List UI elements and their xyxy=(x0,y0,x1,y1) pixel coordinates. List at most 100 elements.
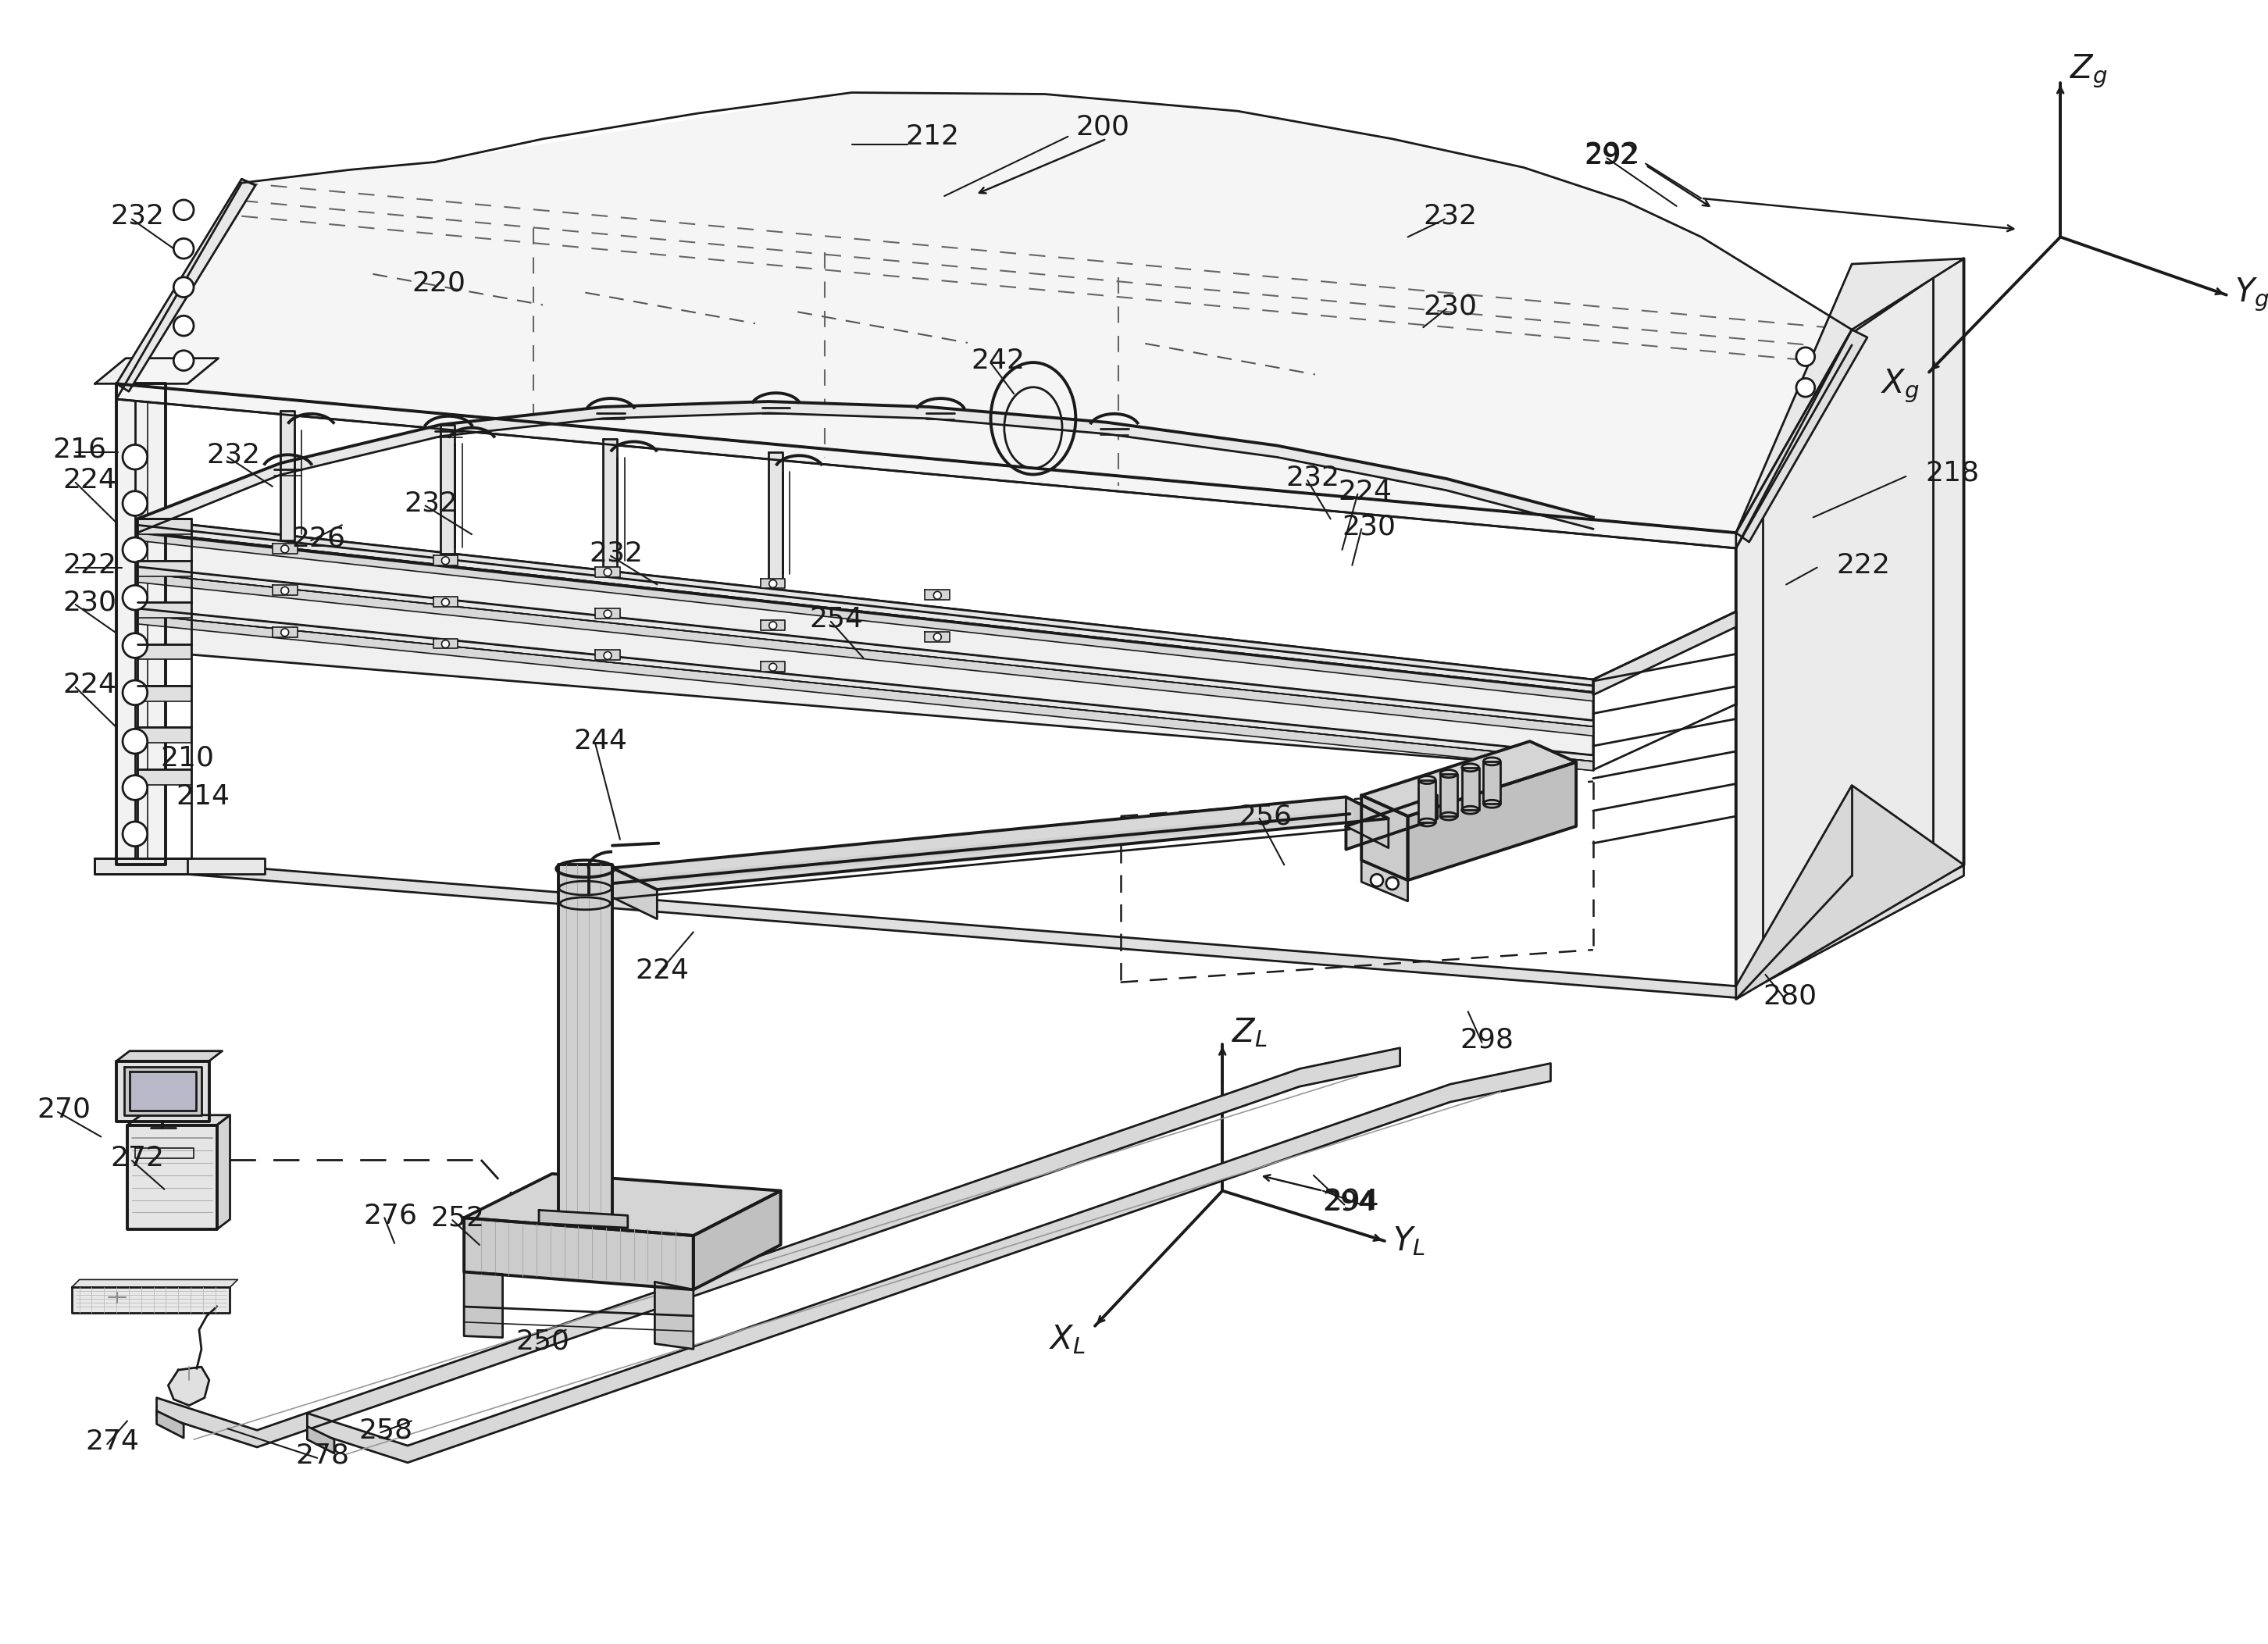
Polygon shape xyxy=(433,556,458,566)
Polygon shape xyxy=(138,520,1592,692)
Text: 222: 222 xyxy=(64,552,116,579)
Text: 230: 230 xyxy=(1343,513,1397,539)
Polygon shape xyxy=(1735,258,1964,986)
Polygon shape xyxy=(1361,860,1408,901)
Polygon shape xyxy=(594,608,619,618)
Polygon shape xyxy=(138,602,191,618)
Circle shape xyxy=(122,538,147,562)
Polygon shape xyxy=(138,686,191,700)
Polygon shape xyxy=(1735,330,1867,543)
Polygon shape xyxy=(138,401,1592,533)
Polygon shape xyxy=(612,868,658,919)
Text: 278: 278 xyxy=(295,1442,349,1470)
Polygon shape xyxy=(95,858,188,875)
Polygon shape xyxy=(156,1411,184,1438)
Text: 224: 224 xyxy=(64,467,116,493)
Text: 214: 214 xyxy=(177,784,229,810)
Circle shape xyxy=(769,621,778,630)
Text: 210: 210 xyxy=(161,745,215,771)
Text: 232: 232 xyxy=(1286,465,1340,492)
Circle shape xyxy=(175,316,193,335)
Polygon shape xyxy=(73,1279,238,1287)
Polygon shape xyxy=(540,1210,628,1228)
Polygon shape xyxy=(1735,786,1964,1000)
Text: 232: 232 xyxy=(206,442,261,469)
Polygon shape xyxy=(95,358,218,383)
Circle shape xyxy=(442,640,449,648)
Text: $Y_L$: $Y_L$ xyxy=(1393,1225,1424,1258)
Text: 232: 232 xyxy=(1424,202,1476,230)
Text: 230: 230 xyxy=(1424,293,1476,321)
Polygon shape xyxy=(769,452,782,580)
Circle shape xyxy=(934,592,941,598)
Text: $Y_g$: $Y_g$ xyxy=(2234,276,2268,314)
Circle shape xyxy=(122,446,147,470)
Text: 270: 270 xyxy=(36,1097,91,1123)
Polygon shape xyxy=(127,1115,229,1124)
Polygon shape xyxy=(594,567,619,577)
Polygon shape xyxy=(1592,612,1735,695)
Polygon shape xyxy=(612,797,1388,889)
Polygon shape xyxy=(760,620,785,630)
Text: $X_g$: $X_g$ xyxy=(1880,368,1919,404)
Polygon shape xyxy=(272,585,297,595)
Circle shape xyxy=(281,546,288,552)
Text: 232: 232 xyxy=(404,490,458,516)
Circle shape xyxy=(122,776,147,801)
Circle shape xyxy=(769,580,778,587)
Polygon shape xyxy=(440,424,456,554)
Polygon shape xyxy=(272,544,297,554)
Text: 298: 298 xyxy=(1461,1028,1515,1054)
Polygon shape xyxy=(925,590,950,600)
Text: 232: 232 xyxy=(590,541,644,567)
Text: 280: 280 xyxy=(1762,983,1817,1009)
Polygon shape xyxy=(433,638,458,649)
Text: 222: 222 xyxy=(1837,552,1889,579)
Circle shape xyxy=(122,822,147,847)
Polygon shape xyxy=(138,608,1592,761)
Text: 274: 274 xyxy=(86,1429,138,1455)
Polygon shape xyxy=(433,597,458,607)
Polygon shape xyxy=(116,179,256,391)
Text: 230: 230 xyxy=(64,589,116,615)
Polygon shape xyxy=(138,727,191,743)
Polygon shape xyxy=(129,1072,195,1110)
Polygon shape xyxy=(603,439,617,567)
Circle shape xyxy=(175,278,193,298)
Circle shape xyxy=(769,663,778,671)
Circle shape xyxy=(175,238,193,258)
Polygon shape xyxy=(558,865,612,1218)
Text: 294: 294 xyxy=(1322,1189,1379,1217)
Text: 254: 254 xyxy=(810,607,864,633)
Circle shape xyxy=(603,610,612,618)
Polygon shape xyxy=(465,1174,780,1236)
Circle shape xyxy=(442,598,449,607)
Circle shape xyxy=(122,633,147,658)
Polygon shape xyxy=(306,1064,1551,1463)
Circle shape xyxy=(1386,878,1399,889)
Text: 224: 224 xyxy=(1338,478,1393,505)
Polygon shape xyxy=(138,615,1592,771)
Circle shape xyxy=(281,628,288,636)
Polygon shape xyxy=(156,1047,1399,1447)
Text: 218: 218 xyxy=(1926,459,1980,487)
Circle shape xyxy=(603,651,612,659)
Polygon shape xyxy=(1418,779,1436,822)
Polygon shape xyxy=(1440,774,1458,815)
Polygon shape xyxy=(138,520,1592,769)
Text: 200: 200 xyxy=(1075,113,1129,140)
Text: 294: 294 xyxy=(1322,1189,1377,1215)
Polygon shape xyxy=(655,1282,694,1350)
Polygon shape xyxy=(594,649,619,661)
Circle shape xyxy=(175,201,193,220)
Polygon shape xyxy=(138,520,191,534)
Polygon shape xyxy=(116,383,1735,547)
Text: 244: 244 xyxy=(574,728,628,755)
Polygon shape xyxy=(925,631,950,641)
Text: 292: 292 xyxy=(1583,141,1640,169)
Circle shape xyxy=(175,350,193,370)
Text: 232: 232 xyxy=(111,202,163,230)
Polygon shape xyxy=(138,524,1592,692)
Text: 272: 272 xyxy=(111,1146,163,1172)
Text: 258: 258 xyxy=(358,1417,413,1443)
